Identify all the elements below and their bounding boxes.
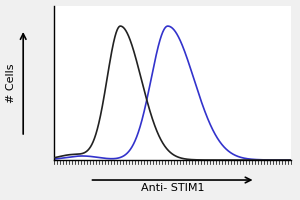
Text: Anti- STIM1: Anti- STIM1 <box>141 183 204 193</box>
Text: # Cells: # Cells <box>6 63 16 103</box>
